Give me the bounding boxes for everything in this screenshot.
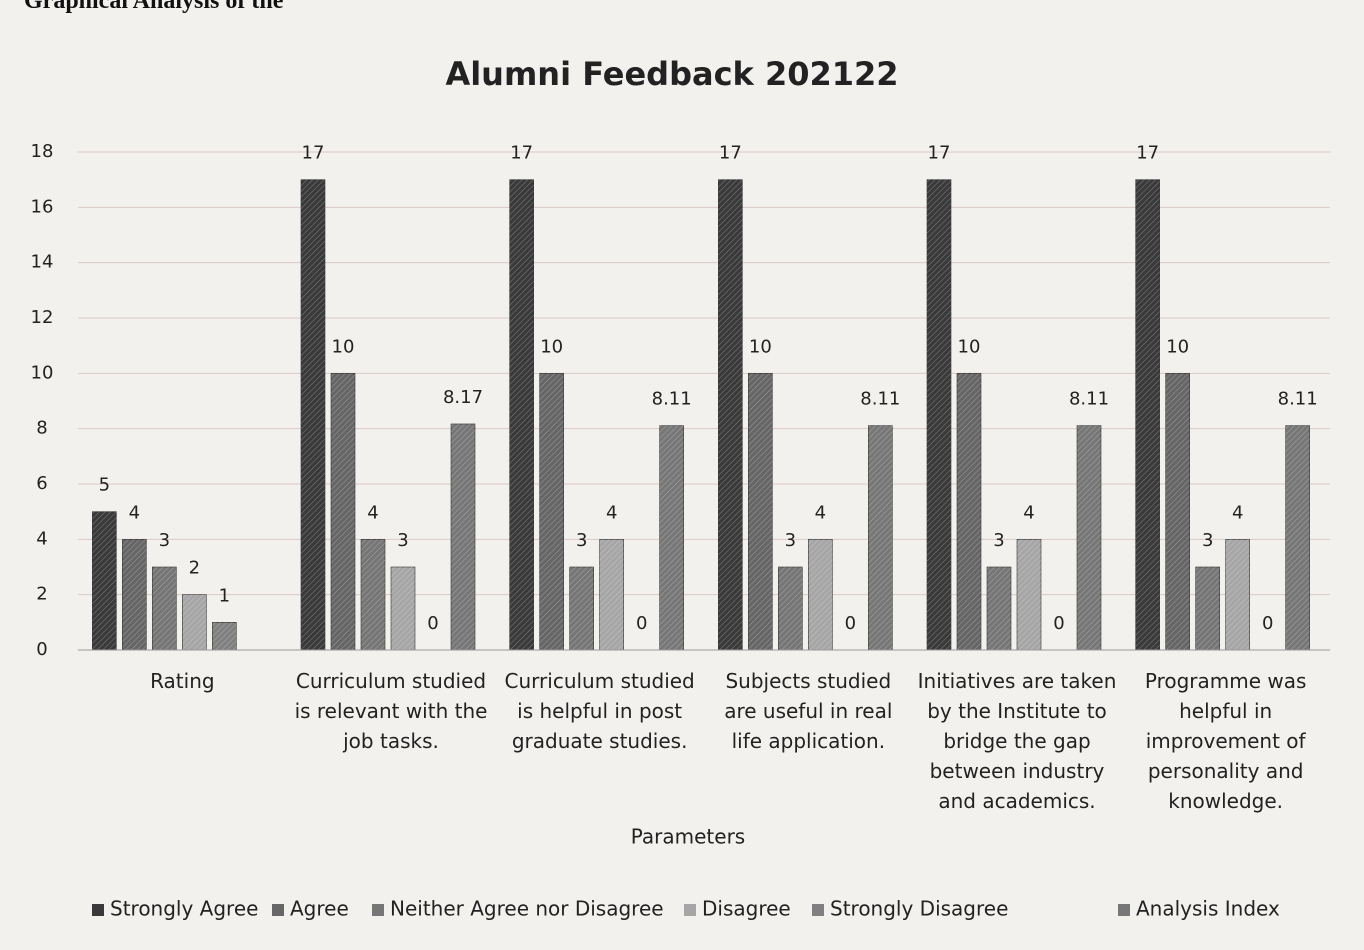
bar-hatch (1195, 567, 1220, 650)
data-label: 4 (367, 502, 378, 523)
data-label: 1 (219, 585, 230, 606)
y-tick-label: 12 (31, 307, 54, 328)
data-label: 2 (189, 558, 200, 579)
data-label: 3 (397, 530, 408, 551)
data-label: 17 (510, 143, 533, 164)
bar-hatch (301, 179, 325, 650)
bar-hatch (868, 425, 893, 650)
y-tick-label: 14 (31, 252, 54, 273)
bar-hatch (361, 539, 385, 650)
legend-swatch (272, 904, 284, 916)
bar-hatch (391, 567, 415, 650)
data-label: 4 (815, 502, 826, 523)
data-label: 10 (1166, 336, 1189, 357)
y-tick-label: 6 (36, 473, 47, 494)
y-tick-label: 10 (31, 362, 54, 383)
bar-hatch (509, 179, 534, 650)
page-header: Graphical Analysis of the (24, 0, 284, 14)
chart-title: Alumni Feedback 202122 (445, 55, 898, 93)
data-label: 10 (749, 336, 772, 357)
data-label: 10 (958, 336, 981, 357)
data-label: 0 (1053, 613, 1064, 634)
legend-label: Neither Agree nor Disagree (390, 897, 664, 921)
data-label: 0 (636, 613, 647, 634)
data-label: 4 (1023, 502, 1034, 523)
legend-swatch (92, 904, 104, 916)
y-tick-label: 16 (31, 196, 54, 217)
x-tick-label: Initiatives are taken by the Institute t… (917, 669, 1117, 813)
y-tick-label: 0 (36, 639, 47, 660)
bar-hatch (778, 567, 803, 650)
data-label: 3 (576, 530, 587, 551)
bar-hatch (748, 373, 773, 650)
y-tick-label: 8 (36, 418, 47, 439)
legend-label: Agree (290, 897, 349, 921)
data-label: 17 (928, 143, 951, 164)
bar-hatch (1017, 539, 1041, 650)
x-tick-label: Curriculum studied is helpful in post gr… (504, 669, 695, 753)
data-label: 10 (332, 336, 355, 357)
y-tick-label: 4 (36, 528, 47, 549)
data-label: 0 (1262, 613, 1273, 634)
data-label: 5 (99, 475, 110, 496)
y-tick-label: 2 (36, 584, 47, 605)
legend-swatch (1118, 904, 1130, 916)
bar-hatch (451, 423, 475, 650)
legend-label: Strongly Agree (110, 897, 258, 921)
bar-hatch (569, 567, 594, 650)
data-label: 17 (302, 143, 325, 164)
data-label: 8.11 (1278, 389, 1318, 410)
x-tick-label: Subjects studied are useful in real life… (724, 669, 893, 753)
bar-hatch (927, 179, 951, 650)
bar-hatch (1165, 373, 1190, 650)
data-label: 3 (993, 530, 1004, 551)
x-tick-label: Rating (150, 669, 215, 693)
bar-hatch (182, 594, 207, 650)
x-axis-label: Parameters (631, 825, 745, 849)
data-label: 0 (845, 613, 856, 634)
legend-label: Strongly Disagree (830, 897, 1008, 921)
bar-hatch (808, 539, 833, 650)
bar-hatch (92, 511, 117, 650)
legend-label: Analysis Index (1136, 897, 1280, 921)
y-tick-label: 18 (31, 141, 54, 162)
x-tick-label: Programme was helpful in improvement of … (1144, 669, 1307, 813)
data-label: 3 (785, 530, 796, 551)
data-label: 17 (1136, 143, 1159, 164)
bar-hatch (987, 567, 1011, 650)
data-label: 8.11 (1069, 389, 1109, 410)
data-label: 17 (719, 143, 742, 164)
bar-hatch (1225, 539, 1250, 650)
bar-hatch (122, 539, 147, 650)
data-label: 8.11 (652, 389, 692, 410)
bar-hatch (539, 373, 564, 650)
bar-hatch (659, 425, 684, 650)
data-label: 8.17 (443, 387, 483, 408)
data-label: 0 (427, 613, 438, 634)
bar-hatch (718, 179, 743, 650)
bar-hatch (1135, 179, 1160, 650)
legend-swatch (684, 904, 696, 916)
data-label: 3 (159, 530, 170, 551)
data-label: 4 (129, 502, 140, 523)
data-label: 4 (606, 502, 617, 523)
x-tick-label: Curriculum studied is relevant with the … (294, 669, 488, 753)
data-label: 10 (540, 336, 563, 357)
data-label: 8.11 (860, 389, 900, 410)
bar-hatch (331, 373, 355, 650)
bar-hatch (212, 622, 237, 650)
data-label: 3 (1202, 530, 1213, 551)
bar-hatch (1285, 425, 1310, 650)
bar-hatch (957, 373, 981, 650)
legend-swatch (372, 904, 384, 916)
legend-swatch (812, 904, 824, 916)
bar-hatch (152, 567, 177, 650)
bar-hatch (599, 539, 624, 650)
data-label: 4 (1232, 502, 1243, 523)
bar-hatch (1077, 425, 1101, 650)
legend-label: Disagree (702, 897, 791, 921)
